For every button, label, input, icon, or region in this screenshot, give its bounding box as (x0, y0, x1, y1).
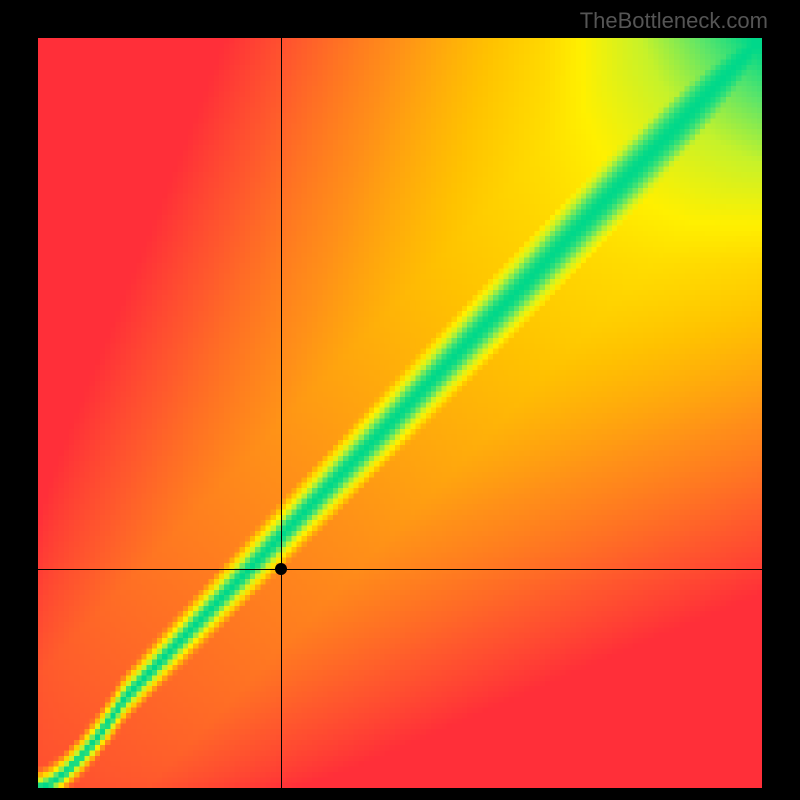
watermark-text: TheBottleneck.com (580, 8, 768, 34)
crosshair-horizontal (38, 569, 762, 570)
crosshair-vertical (281, 38, 282, 788)
crosshair-marker (275, 563, 287, 575)
figure-frame: TheBottleneck.com (0, 0, 800, 800)
heatmap-canvas (38, 38, 762, 788)
heatmap-plot (38, 38, 762, 788)
